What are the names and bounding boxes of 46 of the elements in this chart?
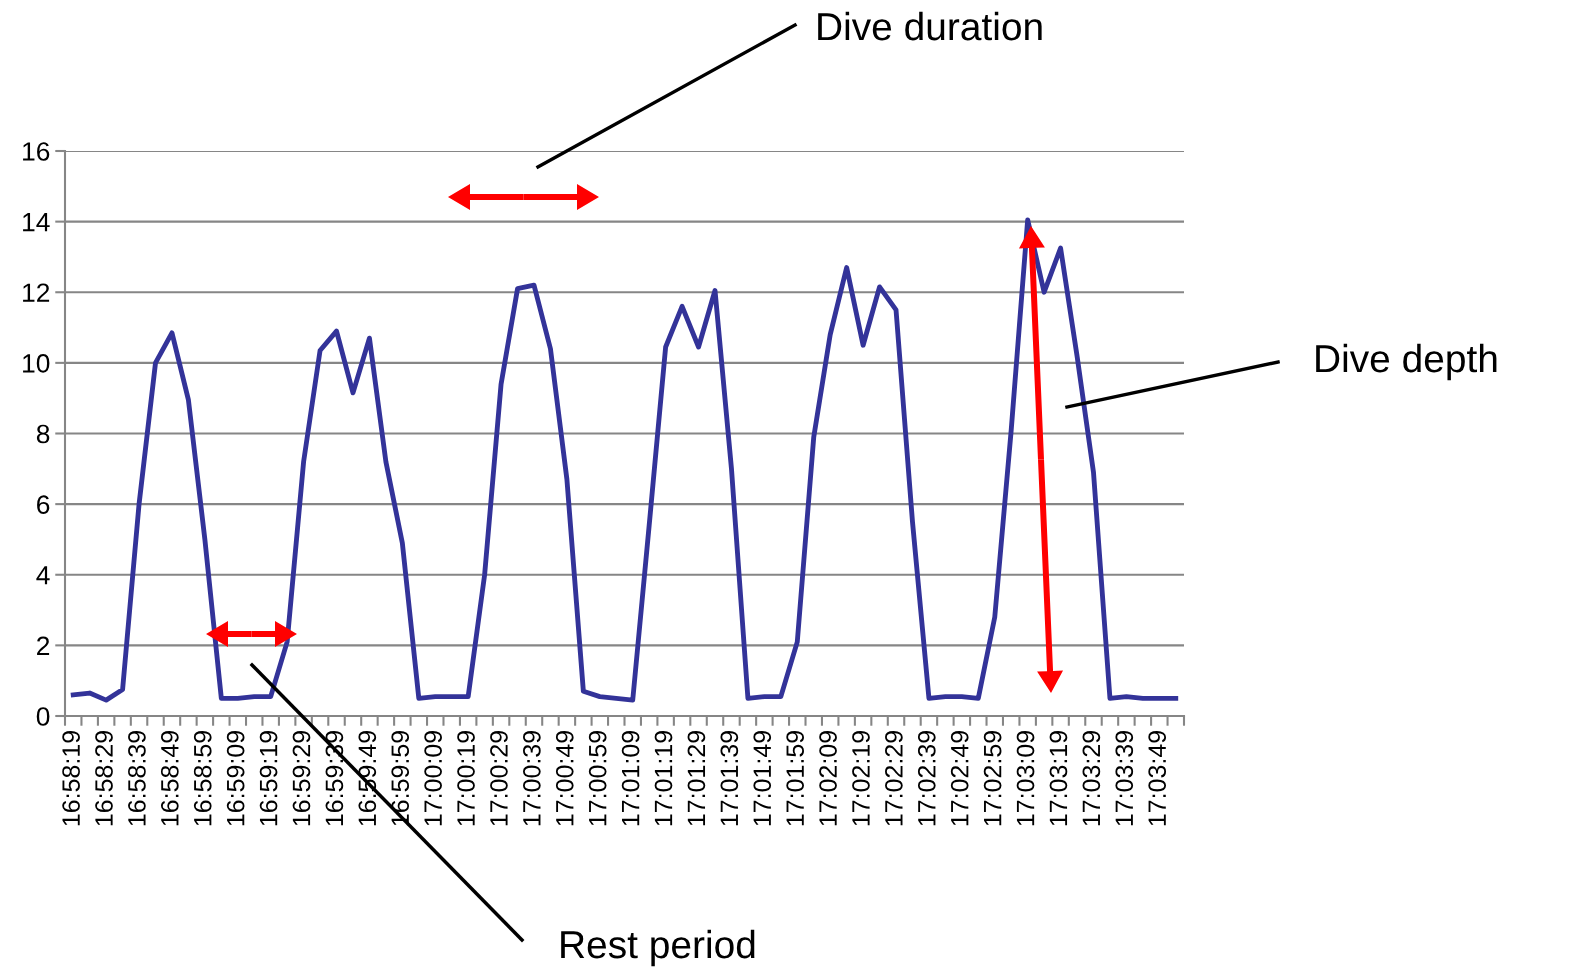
x-tick-label: 17:03:19 bbox=[1049, 731, 1068, 826]
x-tick-label: 17:01:49 bbox=[753, 731, 772, 826]
y-tick-label: 12 bbox=[23, 283, 50, 302]
x-tick-label: 16:58:39 bbox=[128, 731, 146, 826]
x-tick-label: 17:03:29 bbox=[1082, 731, 1101, 826]
x-tick-label: 17:03:09 bbox=[1016, 731, 1035, 826]
x-tick-label: 16:59:09 bbox=[226, 731, 245, 826]
text: Rest period bbox=[561, 929, 755, 967]
y-tick-label: 0 bbox=[36, 707, 50, 726]
x-tick-label: 17:02:29 bbox=[885, 731, 903, 826]
y-tick-label: 14 bbox=[23, 213, 50, 232]
x-tick-label: 17:02:19 bbox=[852, 731, 870, 826]
x-tick-label: 17:01:59 bbox=[786, 731, 804, 826]
x-tick-label: 17:01:29 bbox=[687, 731, 706, 826]
x-tick-label: 17:00:19 bbox=[457, 731, 475, 826]
x-tick-label: 16:58:19 bbox=[62, 731, 80, 826]
y-tick-label: 8 bbox=[36, 424, 50, 444]
x-tick-label: 17:01:09 bbox=[621, 731, 640, 826]
x-tick-label: 17:01:19 bbox=[654, 731, 673, 826]
x-tick-label: 17:00:29 bbox=[490, 731, 508, 826]
x-tick-label: 17:02:59 bbox=[983, 731, 1002, 826]
x-tick-label: 17:00:39 bbox=[523, 731, 541, 826]
x-tick-label: 16:59:39 bbox=[325, 731, 344, 826]
y-tick-label: 10 bbox=[23, 354, 50, 373]
text: Dive depth bbox=[1316, 343, 1497, 381]
x-tick-label: 17:00:09 bbox=[424, 731, 442, 826]
x-tick-label: 16:58:49 bbox=[160, 731, 179, 826]
x-tick-label: 16:59:49 bbox=[358, 731, 377, 826]
x-tick-label: 16:59:19 bbox=[259, 731, 278, 826]
x-tick-label: 17:02:09 bbox=[819, 731, 837, 826]
y-tick-label: 2 bbox=[37, 636, 50, 655]
x-tick-label: 16:58:59 bbox=[193, 731, 212, 826]
x-tick-label: 16:58:29 bbox=[95, 731, 113, 826]
y-tick-label: 4 bbox=[36, 566, 50, 585]
x-tick-label: 17:02:49 bbox=[950, 731, 969, 826]
line-series bbox=[70, 217, 1179, 703]
text: Dive duration bbox=[818, 11, 1042, 41]
y-tick-label: 6 bbox=[37, 495, 50, 514]
x-tick-label: 17:02:39 bbox=[917, 731, 936, 826]
x-tick-label: 16:59:29 bbox=[292, 731, 311, 826]
x-tick-label: 17:00:59 bbox=[588, 731, 607, 826]
x-tick-label: 17:03:39 bbox=[1115, 731, 1134, 826]
y-tick-label: 16 bbox=[23, 142, 50, 161]
x-tick-label: 17:03:49 bbox=[1148, 731, 1167, 826]
x-tick-label: 17:01:39 bbox=[720, 731, 739, 826]
x-tick-label: 17:00:49 bbox=[555, 731, 574, 826]
